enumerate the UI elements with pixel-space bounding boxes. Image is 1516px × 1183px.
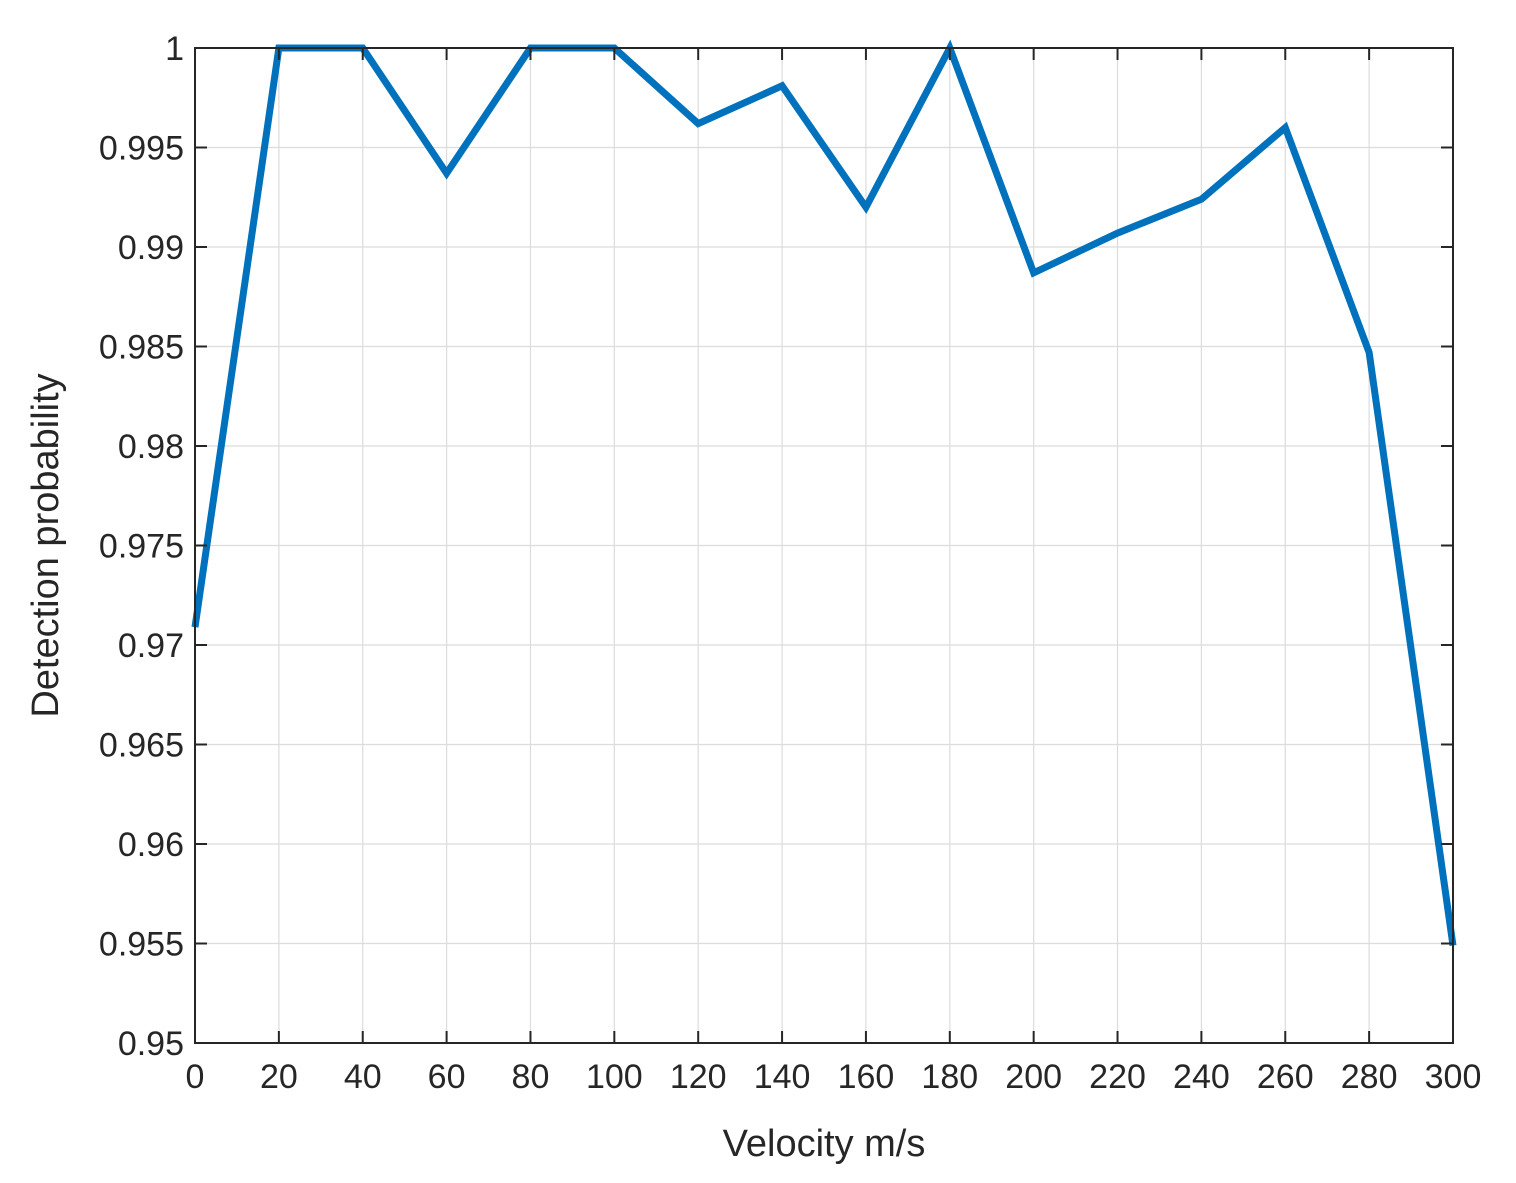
x-tick-label: 80 bbox=[512, 1058, 550, 1096]
x-tick-label: 240 bbox=[1173, 1058, 1230, 1096]
y-tick-label: 0.965 bbox=[99, 727, 184, 765]
x-tick-label: 40 bbox=[344, 1058, 382, 1096]
x-tick-label: 300 bbox=[1425, 1058, 1482, 1096]
series-layer bbox=[191, 39, 1457, 946]
x-tick-label: 200 bbox=[1005, 1058, 1062, 1096]
y-tick-label: 1 bbox=[165, 30, 184, 68]
x-tick-label: 280 bbox=[1341, 1058, 1398, 1096]
x-tick-label: 0 bbox=[186, 1058, 205, 1096]
y-tick-labels: 0.95 0.955 0.96 0.965 0.97 0.975 0.98 0.985 0.99… bbox=[99, 30, 184, 1063]
y-tick-label: 0.975 bbox=[99, 528, 184, 566]
y-axis-label: Detection probability bbox=[25, 373, 67, 717]
y-tick-label: 0.98 bbox=[118, 428, 184, 466]
grid bbox=[195, 48, 1453, 1043]
x-tick-labels: 0 20 40 60 80 100 120 140 160 180 200 220 240 260 280 3… bbox=[186, 1058, 1482, 1096]
x-axis-label: Velocity m/s bbox=[723, 1123, 926, 1165]
x-tick-label: 100 bbox=[586, 1058, 643, 1096]
y-tick-label: 0.97 bbox=[118, 627, 184, 665]
y-tick-label: 0.955 bbox=[99, 926, 184, 964]
tick-marks bbox=[194, 47, 1454, 1044]
x-tick-label: 260 bbox=[1257, 1058, 1314, 1096]
x-tick-label: 220 bbox=[1089, 1058, 1146, 1096]
y-tick-label: 0.985 bbox=[99, 329, 184, 367]
y-tick-label: 0.96 bbox=[118, 826, 184, 864]
x-tick-label: 120 bbox=[670, 1058, 727, 1096]
x-tick-label: 160 bbox=[838, 1058, 895, 1096]
x-tick-label: 60 bbox=[428, 1058, 466, 1096]
y-tick-label: 0.995 bbox=[99, 130, 184, 168]
y-tick-label: 0.99 bbox=[118, 229, 184, 267]
y-tick-label: 0.95 bbox=[118, 1025, 184, 1063]
x-tick-label: 20 bbox=[260, 1058, 298, 1096]
x-tick-label: 180 bbox=[921, 1058, 978, 1096]
x-tick-label: 140 bbox=[754, 1058, 811, 1096]
series-line bbox=[191, 39, 1457, 946]
